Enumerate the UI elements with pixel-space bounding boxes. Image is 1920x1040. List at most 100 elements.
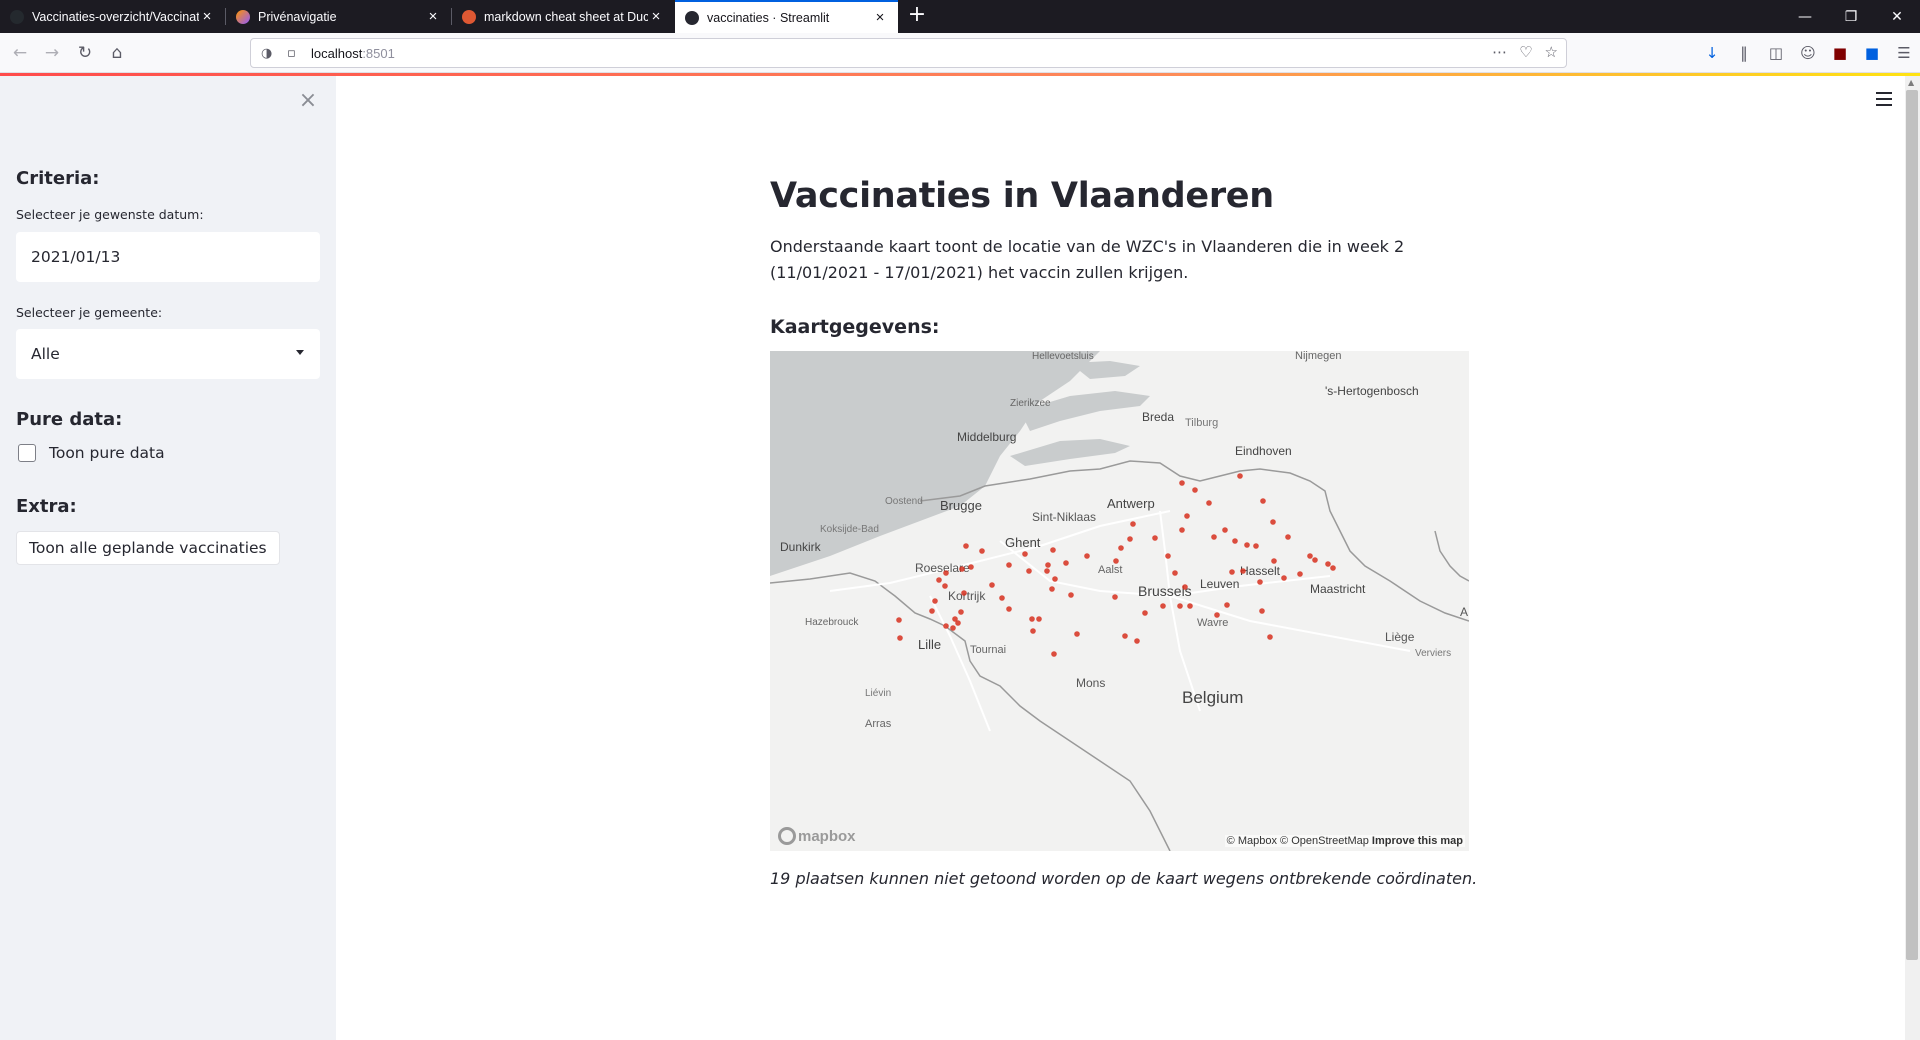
wzc-location-marker[interactable]: [1112, 594, 1118, 600]
wzc-location-marker[interactable]: [1152, 535, 1158, 541]
scrollbar-thumb[interactable]: [1906, 90, 1918, 960]
wzc-location-marker[interactable]: [979, 548, 985, 554]
tab-vaccinaties-overzicht[interactable]: Vaccinaties-overzicht/Vaccinati ×: [0, 0, 225, 33]
wzc-location-marker[interactable]: [1052, 576, 1058, 582]
url-text[interactable]: localhost:8501: [311, 46, 395, 61]
wzc-location-marker[interactable]: [1026, 568, 1032, 574]
wzc-location-marker[interactable]: [929, 608, 935, 614]
wzc-location-marker[interactable]: [958, 609, 964, 615]
wzc-location-marker[interactable]: [1253, 543, 1259, 549]
wzc-location-marker[interactable]: [943, 623, 949, 629]
wzc-location-marker[interactable]: [1118, 545, 1124, 551]
sidebar-toggle-icon[interactable]: ◫: [1768, 44, 1784, 62]
wzc-location-marker[interactable]: [961, 590, 967, 596]
gemeente-select[interactable]: Alle: [16, 329, 320, 379]
new-tab-button[interactable]: +: [907, 2, 927, 27]
wzc-location-marker[interactable]: [1084, 553, 1090, 559]
wzc-location-marker[interactable]: [896, 617, 902, 623]
home-icon[interactable]: ⌂: [111, 43, 123, 63]
tab-duckduckgo[interactable]: markdown cheat sheet at Duck ×: [452, 0, 674, 33]
wzc-location-marker[interactable]: [1307, 553, 1313, 559]
wzc-location-marker[interactable]: [989, 582, 995, 588]
wzc-location-marker[interactable]: [932, 598, 938, 604]
wzc-location-marker[interactable]: [943, 570, 949, 576]
wzc-location-marker[interactable]: [1187, 603, 1193, 609]
sidebar-close-icon[interactable]: ×: [298, 88, 318, 113]
streamlit-main-menu-icon[interactable]: [1876, 92, 1892, 110]
minimize-icon[interactable]: —: [1798, 8, 1812, 25]
wzc-location-marker[interactable]: [897, 635, 903, 641]
wzc-location-marker[interactable]: [1260, 498, 1266, 504]
restore-icon[interactable]: ❐: [1844, 8, 1858, 25]
close-icon[interactable]: ×: [651, 8, 661, 25]
wzc-location-marker[interactable]: [1050, 547, 1056, 553]
wzc-location-marker[interactable]: [1184, 513, 1190, 519]
attribution-osm-link[interactable]: © OpenStreetMap: [1280, 835, 1369, 847]
wzc-location-marker[interactable]: [1237, 473, 1243, 479]
wzc-location-marker[interactable]: [1297, 571, 1303, 577]
wzc-location-marker[interactable]: [1160, 603, 1166, 609]
wzc-location-marker[interactable]: [1063, 560, 1069, 566]
wzc-location-marker[interactable]: [1044, 568, 1050, 574]
wzc-location-marker[interactable]: [1022, 551, 1028, 557]
wzc-location-marker[interactable]: [1192, 487, 1198, 493]
app-menu-icon[interactable]: ☰: [1897, 44, 1911, 62]
wzc-location-marker[interactable]: [1030, 628, 1036, 634]
wzc-location-marker[interactable]: [1165, 553, 1171, 559]
wzc-location-marker[interactable]: [1271, 558, 1277, 564]
wzc-location-marker[interactable]: [1214, 612, 1220, 618]
wzc-location-marker[interactable]: [1267, 634, 1273, 640]
wzc-location-marker[interactable]: [968, 564, 974, 570]
ublock-extension-icon[interactable]: ■: [1832, 44, 1848, 62]
tracking-shield-icon[interactable]: ◑: [261, 45, 273, 61]
wzc-location-marker[interactable]: [1068, 592, 1074, 598]
wzc-location-marker[interactable]: [1232, 538, 1238, 544]
wzc-location-marker[interactable]: [1113, 558, 1119, 564]
wzc-location-marker[interactable]: [1224, 602, 1230, 608]
wzc-location-marker[interactable]: [955, 620, 961, 626]
extension-icon[interactable]: ■: [1864, 44, 1880, 62]
tab-privenavigatie[interactable]: Privénavigatie ×: [226, 0, 451, 33]
attribution-mapbox-link[interactable]: © Mapbox: [1226, 835, 1277, 847]
pocket-icon[interactable]: ♡: [1519, 43, 1533, 61]
url-bar[interactable]: ◑ ▫ localhost:8501 ⋯ ♡ ☆: [250, 38, 1567, 68]
wzc-location-marker[interactable]: [950, 625, 956, 631]
wzc-location-marker[interactable]: [1134, 638, 1140, 644]
vaccination-map[interactable]: Hellevoetsluis Nijmegen 's-Hertogenbosch Zi…: [770, 351, 1469, 851]
account-icon[interactable]: ☺: [1800, 44, 1816, 62]
wzc-location-marker[interactable]: [1006, 606, 1012, 612]
wzc-location-marker[interactable]: [1142, 610, 1148, 616]
wzc-location-marker[interactable]: [1211, 534, 1217, 540]
wzc-location-marker[interactable]: [959, 566, 965, 572]
bookmark-star-icon[interactable]: ☆: [1544, 43, 1558, 61]
page-actions-icon[interactable]: ⋯: [1492, 43, 1508, 61]
wzc-location-marker[interactable]: [1240, 568, 1246, 574]
reload-icon[interactable]: ↻: [77, 43, 93, 63]
close-icon[interactable]: ×: [875, 9, 885, 26]
wzc-location-marker[interactable]: [1259, 608, 1265, 614]
wzc-location-marker[interactable]: [1006, 562, 1012, 568]
show-all-vaccinations-button[interactable]: Toon alle geplande vaccinaties: [16, 531, 280, 565]
close-icon[interactable]: ×: [428, 8, 438, 25]
wzc-location-marker[interactable]: [1222, 527, 1228, 533]
wzc-location-marker[interactable]: [942, 583, 948, 589]
pure-data-checkbox-row[interactable]: Toon pure data: [18, 444, 165, 462]
wzc-location-marker[interactable]: [1036, 616, 1042, 622]
wzc-location-marker[interactable]: [1270, 519, 1276, 525]
wzc-location-marker[interactable]: [1045, 562, 1051, 568]
wzc-location-marker[interactable]: [1257, 579, 1263, 585]
wzc-location-marker[interactable]: [1325, 561, 1331, 567]
wzc-location-marker[interactable]: [952, 616, 958, 622]
forward-icon[interactable]: →: [44, 43, 60, 63]
wzc-location-marker[interactable]: [1029, 616, 1035, 622]
window-close-icon[interactable]: ✕: [1891, 8, 1903, 25]
improve-map-link[interactable]: Improve this map: [1371, 835, 1463, 847]
wzc-location-marker[interactable]: [1051, 651, 1057, 657]
wzc-location-marker[interactable]: [1179, 480, 1185, 486]
wzc-location-marker[interactable]: [1244, 542, 1250, 548]
wzc-location-marker[interactable]: [1172, 570, 1178, 576]
wzc-location-marker[interactable]: [963, 543, 969, 549]
date-input[interactable]: 2021/01/13: [16, 232, 320, 282]
wzc-location-marker[interactable]: [999, 595, 1005, 601]
wzc-location-marker[interactable]: [1229, 569, 1235, 575]
